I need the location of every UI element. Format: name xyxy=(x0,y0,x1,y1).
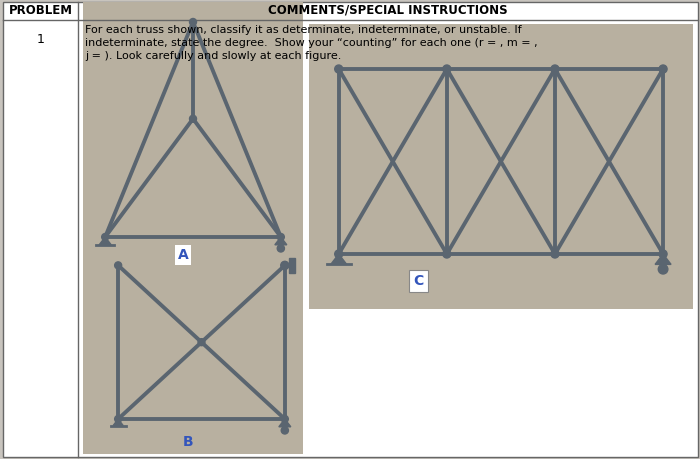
Circle shape xyxy=(443,65,451,73)
Circle shape xyxy=(551,250,559,258)
Circle shape xyxy=(190,115,197,122)
Circle shape xyxy=(115,262,122,269)
Text: 1: 1 xyxy=(37,33,45,46)
Bar xyxy=(289,258,295,273)
Polygon shape xyxy=(99,237,111,245)
Circle shape xyxy=(335,65,343,73)
Polygon shape xyxy=(330,254,346,264)
Circle shape xyxy=(277,234,284,241)
Circle shape xyxy=(658,264,668,274)
Circle shape xyxy=(659,65,667,73)
Text: For each truss shown, classify it as determinate, indeterminate, or unstable. If: For each truss shown, classify it as det… xyxy=(85,25,538,62)
Circle shape xyxy=(443,250,451,258)
Circle shape xyxy=(102,234,108,241)
Circle shape xyxy=(281,261,289,269)
Circle shape xyxy=(335,250,343,258)
Circle shape xyxy=(190,18,197,26)
Circle shape xyxy=(281,427,288,434)
Polygon shape xyxy=(279,419,290,427)
Circle shape xyxy=(198,339,205,346)
Polygon shape xyxy=(655,254,671,264)
Circle shape xyxy=(115,415,122,422)
Text: C: C xyxy=(414,274,424,288)
Polygon shape xyxy=(113,419,123,425)
Text: COMMENTS/SPECIAL INSTRUCTIONS: COMMENTS/SPECIAL INSTRUCTIONS xyxy=(268,4,508,17)
Circle shape xyxy=(551,65,559,73)
Text: PROBLEM: PROBLEM xyxy=(9,4,73,17)
Polygon shape xyxy=(275,237,287,245)
Circle shape xyxy=(277,245,284,252)
Bar xyxy=(83,2,303,454)
Text: A: A xyxy=(178,248,188,262)
Circle shape xyxy=(281,415,288,422)
Bar xyxy=(309,24,693,309)
Circle shape xyxy=(659,250,667,258)
Text: B: B xyxy=(183,435,193,449)
Circle shape xyxy=(281,262,288,269)
